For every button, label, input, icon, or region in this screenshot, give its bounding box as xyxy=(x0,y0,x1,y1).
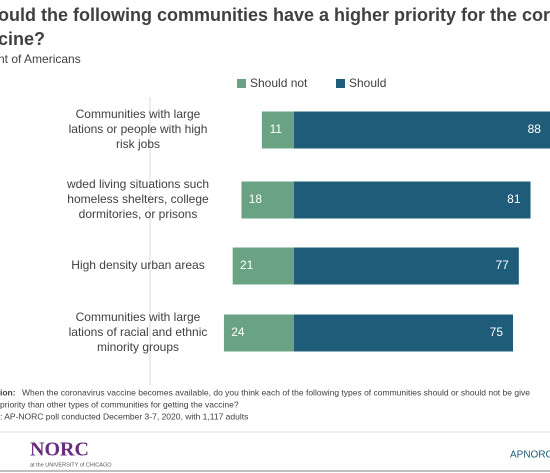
category-label: risk jobs xyxy=(116,137,160,151)
bar xyxy=(294,181,531,219)
data-label: 24 xyxy=(231,325,245,339)
category-label: lations of racial and ethnic xyxy=(69,325,208,339)
bar xyxy=(294,111,550,149)
category-label: wded living situations such xyxy=(66,177,209,191)
legend-swatch xyxy=(336,79,345,88)
data-label: 81 xyxy=(507,192,521,206)
category-label: dormitories, or prisons xyxy=(79,207,198,221)
bar xyxy=(223,314,294,352)
chart-title: cine? xyxy=(0,29,45,49)
legend-label: Should xyxy=(349,76,386,90)
logo: NORC xyxy=(30,439,89,461)
note: When the coronavirus vaccine becomes ava… xyxy=(22,387,530,397)
data-label: 77 xyxy=(495,258,509,272)
bar xyxy=(294,247,519,285)
bar xyxy=(241,181,294,219)
data-label: 88 xyxy=(528,122,542,136)
data-label: 18 xyxy=(249,192,263,206)
logo-right: APNORC xyxy=(510,450,550,461)
subtitle: nt of Americans xyxy=(0,52,81,66)
category-label: lations or people with high xyxy=(69,122,208,136)
bar xyxy=(232,247,294,285)
category-label: Communities with large xyxy=(76,107,201,121)
note: priority than other types of communities… xyxy=(0,399,239,409)
category-label: Communities with large xyxy=(76,310,201,324)
data-label: 21 xyxy=(240,258,254,272)
category-label: High density urban areas xyxy=(71,258,204,272)
logo-sub: at the UNIVERSITY of CHICAGO xyxy=(30,462,112,468)
legend-swatch xyxy=(237,79,246,88)
bar xyxy=(294,314,513,352)
legend-label: Should not xyxy=(250,76,308,90)
question-label: ion: xyxy=(0,387,16,397)
category-label: homeless shelters, college xyxy=(67,192,209,206)
chart-title: ould the following communities have a hi… xyxy=(0,5,550,25)
data-label: 11 xyxy=(270,122,283,136)
data-label: 75 xyxy=(490,325,504,339)
source: : AP-NORC poll conducted December 3-7, 2… xyxy=(0,411,248,421)
category-label: minority groups xyxy=(97,340,179,354)
bar xyxy=(261,111,294,149)
